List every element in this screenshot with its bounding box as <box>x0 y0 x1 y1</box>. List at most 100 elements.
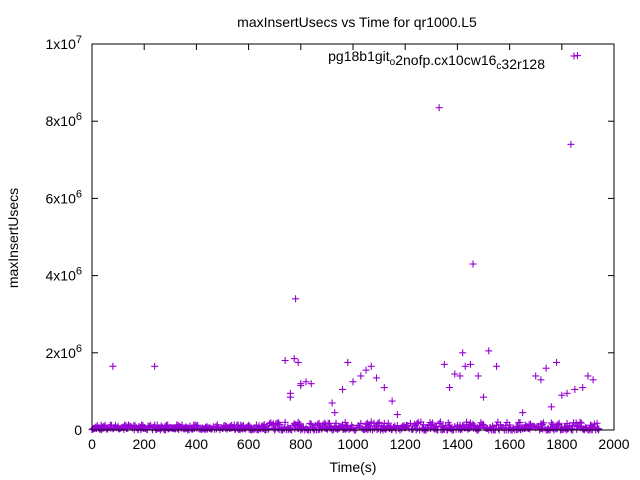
data-point <box>307 380 315 388</box>
y-tick-exponent: 6 <box>76 343 82 355</box>
y-tick-exponent: 6 <box>76 188 82 200</box>
data-point <box>485 347 493 355</box>
y-tick-base: 1x10 <box>46 36 77 52</box>
axis-ticks: 0 200 400 600 800 1000 1200 1400 1600 1800 2000 0 2x… <box>46 34 630 452</box>
y-tick-exponent: 6 <box>76 266 82 278</box>
data-point <box>553 358 561 366</box>
data-point <box>567 140 575 148</box>
data-point <box>367 362 375 370</box>
x-tick-label: 600 <box>237 436 261 452</box>
x-tick-label: 2000 <box>598 436 629 452</box>
baseline-point <box>178 421 186 429</box>
data-point <box>446 384 454 392</box>
data-point <box>362 366 370 374</box>
legend: pg18b1gito2nofp.cx10cw16c32r128 <box>328 48 578 72</box>
data-point <box>519 409 527 417</box>
data-point <box>344 358 352 366</box>
data-point <box>294 358 302 366</box>
y-tick-label: 8x106 <box>46 111 82 129</box>
data-point <box>480 393 487 401</box>
x-tick-label: 200 <box>133 436 157 452</box>
data-point <box>563 389 571 397</box>
legend-label: pg18b1gito2nofp.cx10cw16c32r128 <box>328 48 545 72</box>
data-point <box>440 360 448 368</box>
data-point <box>459 349 467 357</box>
data-point <box>532 372 540 380</box>
x-tick-label: 1400 <box>442 436 473 452</box>
data-point <box>537 376 545 384</box>
x-tick-label: 1800 <box>546 436 577 452</box>
x-tick-label: 400 <box>185 436 209 452</box>
baseline-point <box>341 418 349 426</box>
data-point <box>393 411 401 419</box>
y-tick-exponent: 6 <box>76 111 82 123</box>
baseline-point <box>494 425 502 433</box>
x-tick-label: 1000 <box>337 436 368 452</box>
data-point <box>579 384 587 392</box>
data-point <box>571 385 579 393</box>
data-point <box>584 372 592 380</box>
baseline-point <box>540 419 548 427</box>
data-point <box>589 376 597 384</box>
y-tick-label: 4x106 <box>46 266 82 284</box>
y-axis-label: maxInsertUsecs <box>5 188 21 288</box>
chart-title: maxInsertUsecs vs Time for qr1000.L5 <box>237 14 477 30</box>
data-point <box>331 409 339 417</box>
data-point <box>297 382 305 390</box>
y-tick-base: 0 <box>74 422 82 438</box>
data-point <box>435 104 443 112</box>
data-point <box>558 391 566 399</box>
data-point <box>281 357 289 365</box>
y-tick-base: 8x10 <box>46 113 77 129</box>
baseline-point <box>307 420 315 428</box>
baseline-point <box>294 418 302 426</box>
y-tick-base: 2x10 <box>46 345 77 361</box>
data-point <box>109 362 117 370</box>
data-point <box>372 374 380 382</box>
data-point <box>474 372 482 380</box>
baseline-point <box>357 419 365 427</box>
baseline-point <box>553 425 561 433</box>
baseline-point <box>281 418 289 426</box>
data-point <box>466 360 474 368</box>
data-point <box>469 260 477 268</box>
data-point <box>349 378 357 386</box>
data-point <box>290 355 298 363</box>
data-point <box>380 384 388 392</box>
y-tick-label: 2x106 <box>46 343 82 361</box>
data-point <box>339 385 347 393</box>
x-tick-label: 800 <box>289 436 313 452</box>
x-tick-label: 1600 <box>494 436 525 452</box>
baseline-point <box>427 421 435 429</box>
y-tick-label: 1x107 <box>46 34 82 52</box>
baseline-point <box>555 419 563 427</box>
data-point <box>302 378 310 386</box>
data-point <box>328 399 336 407</box>
data-point <box>357 372 365 380</box>
x-axis-label: Time(s) <box>330 459 377 475</box>
y-tick-label: 6x106 <box>46 188 82 206</box>
baseline-point <box>429 419 437 427</box>
baseline-point <box>295 420 303 428</box>
data-point <box>151 362 159 370</box>
y-tick-base: 6x10 <box>46 190 77 206</box>
baseline-point <box>306 419 314 427</box>
x-tick-label: 1200 <box>390 436 421 452</box>
baseline-point <box>436 418 444 426</box>
data-point <box>461 362 469 370</box>
legend-marker <box>570 52 578 60</box>
data-point <box>292 295 300 303</box>
baseline-point <box>516 418 524 426</box>
data-points <box>88 52 603 434</box>
data-point <box>493 362 501 370</box>
plot-frame <box>91 43 615 431</box>
data-point <box>547 403 555 411</box>
baseline-point <box>194 421 202 429</box>
data-point <box>388 397 396 405</box>
baseline-point <box>595 425 603 433</box>
baseline-point <box>577 419 585 427</box>
y-tick-label: 0 <box>74 422 82 438</box>
data-point <box>451 370 459 378</box>
data-point <box>286 393 294 401</box>
